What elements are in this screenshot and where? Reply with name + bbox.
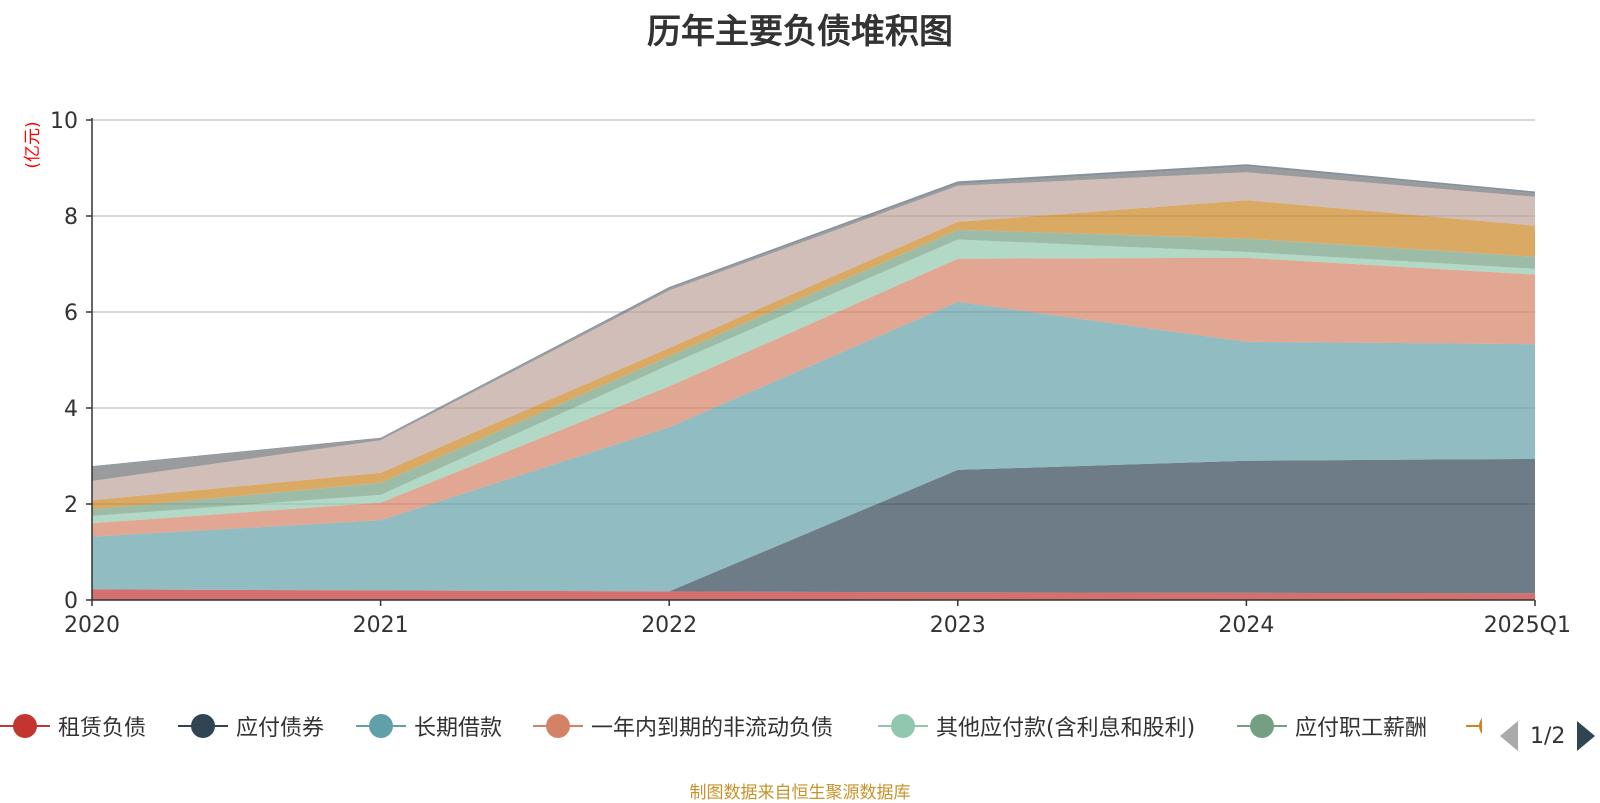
legend-item[interactable]: 其他应付款(含利息和股利) — [878, 706, 1195, 746]
stacked-areas — [92, 164, 1535, 600]
legend-marker-icon — [878, 706, 928, 746]
legend-item[interactable]: 应付债券 — [178, 706, 324, 746]
legend-marker-icon — [1237, 706, 1287, 746]
y-tick-label: 8 — [64, 205, 78, 230]
legend-item[interactable]: 租赁负债 — [0, 706, 146, 746]
area-series-7[interactable] — [92, 172, 1535, 501]
legend-label: 一年内到期的非流动负债 — [591, 716, 834, 741]
legend-page-indicator: 1/2 — [1530, 723, 1566, 749]
area-series-0[interactable] — [92, 589, 1535, 600]
legend-label: 租赁负债 — [58, 716, 147, 741]
chart-title: 历年主要负债堆积图 — [647, 12, 953, 52]
area-series-1[interactable] — [92, 458, 1535, 594]
x-tick-label: 2020 — [64, 613, 120, 638]
y-axis-unit-label: (亿元) — [23, 121, 43, 168]
legend-marker-icon — [0, 706, 50, 746]
y-tick-label: 0 — [64, 589, 78, 614]
legend-item[interactable]: 长期借款 — [356, 706, 502, 746]
chart-area: 0 2 4 6 8 10 2020 2021 2022 2023 2024 2025Q1 (亿元) — [23, 109, 1571, 638]
y-tick-label: 4 — [64, 397, 78, 422]
legend-marker-icon — [1466, 706, 1482, 746]
x-tick-label: 2025Q1 — [1484, 613, 1571, 638]
legend-label: 其他应付款(含利息和股利) — [936, 716, 1196, 741]
legend-marker-icon — [533, 706, 583, 746]
area-series-8[interactable] — [92, 166, 1535, 481]
area-series-5[interactable] — [92, 229, 1535, 516]
y-tick-label: 2 — [64, 493, 78, 518]
legend-marker-icon — [178, 706, 228, 746]
y-tick-label: 10 — [50, 109, 78, 134]
legend-item[interactable]: 应付职工薪酬 — [1237, 706, 1427, 746]
legend-label: 长期借款 — [414, 716, 503, 741]
y-tick-label: 6 — [64, 301, 78, 326]
x-tick-label: 2023 — [930, 613, 986, 638]
area-series-3[interactable] — [92, 257, 1535, 537]
area-series-2[interactable] — [92, 301, 1535, 592]
legend-prev-page-icon[interactable] — [1500, 721, 1518, 751]
legend: 租赁负债 应付债券 长期借款 一年内到期的非流动负债 其他应付款(含利息和股利) 应付职工… — [0, 706, 1600, 746]
legend-label: 应付债券 — [236, 716, 325, 741]
legend-item[interactable]: 一年内到期的非流动负债 — [533, 706, 833, 746]
source-note: 制图数据来自恒生聚源数据库 — [689, 783, 911, 803]
legend-item-clipped[interactable] — [1466, 706, 1482, 746]
x-tick-label: 2021 — [353, 613, 409, 638]
x-tick-label: 2024 — [1218, 613, 1274, 638]
axes: 0 2 4 6 8 10 2020 2021 2022 2023 2024 2025Q1 — [50, 109, 1571, 638]
legend-next-page-icon[interactable] — [1577, 721, 1596, 751]
x-tick-label: 2022 — [641, 613, 697, 638]
legend-pager: 1/2 — [1500, 716, 1596, 756]
legend-label: 应付职工薪酬 — [1295, 716, 1428, 741]
legend-marker-icon — [356, 706, 406, 746]
area-series-6[interactable] — [92, 200, 1535, 510]
